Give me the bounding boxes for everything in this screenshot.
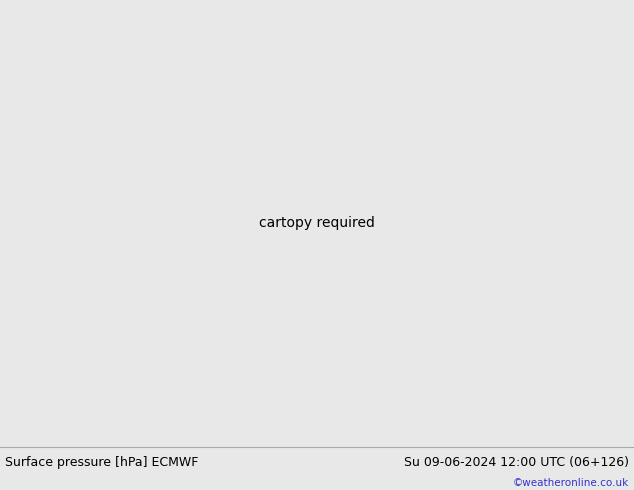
Text: ©weatheronline.co.uk: ©weatheronline.co.uk — [513, 478, 629, 489]
Text: Surface pressure [hPa] ECMWF: Surface pressure [hPa] ECMWF — [5, 456, 198, 469]
Text: cartopy required: cartopy required — [259, 216, 375, 230]
Text: Su 09-06-2024 12:00 UTC (06+126): Su 09-06-2024 12:00 UTC (06+126) — [404, 456, 629, 469]
